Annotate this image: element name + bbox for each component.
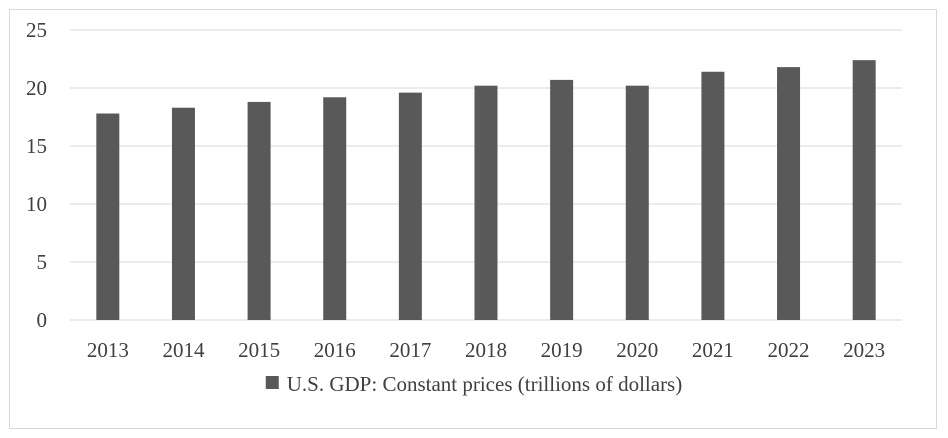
y-tick-label: 10	[26, 192, 47, 216]
x-tick-label: 2023	[843, 338, 885, 362]
bar-2019	[550, 79, 574, 320]
bar-2021	[701, 71, 725, 320]
y-tick-label: 20	[26, 76, 47, 100]
y-tick-label: 0	[37, 308, 48, 332]
legend-label: U.S. GDP: Constant prices (trillions of …	[287, 372, 682, 396]
x-tick-label: 2017	[389, 338, 431, 362]
x-tick-label: 2022	[768, 338, 810, 362]
bar-2020	[625, 85, 649, 321]
x-tick-label: 2021	[692, 338, 734, 362]
x-tick-label: 2013	[87, 338, 129, 362]
y-tick-label: 15	[26, 134, 47, 158]
y-tick-label: 5	[37, 250, 48, 274]
x-tick-label: 2019	[541, 338, 583, 362]
x-tick-label: 2015	[238, 338, 280, 362]
bar-2014	[171, 107, 195, 320]
x-tick-label: 2018	[465, 338, 507, 362]
bar-2016	[323, 97, 347, 320]
x-tick-label: 2016	[314, 338, 356, 362]
bar-2023	[852, 60, 876, 320]
bar-2017	[398, 92, 422, 320]
x-tick-label: 2014	[162, 338, 205, 362]
bar-2013	[96, 113, 120, 321]
bar-2018	[474, 85, 498, 321]
bar-2022	[777, 67, 801, 321]
x-tick-label: 2020	[616, 338, 658, 362]
bar-2015	[247, 101, 271, 320]
legend-swatch	[265, 376, 279, 389]
y-tick-label: 25	[26, 18, 47, 42]
